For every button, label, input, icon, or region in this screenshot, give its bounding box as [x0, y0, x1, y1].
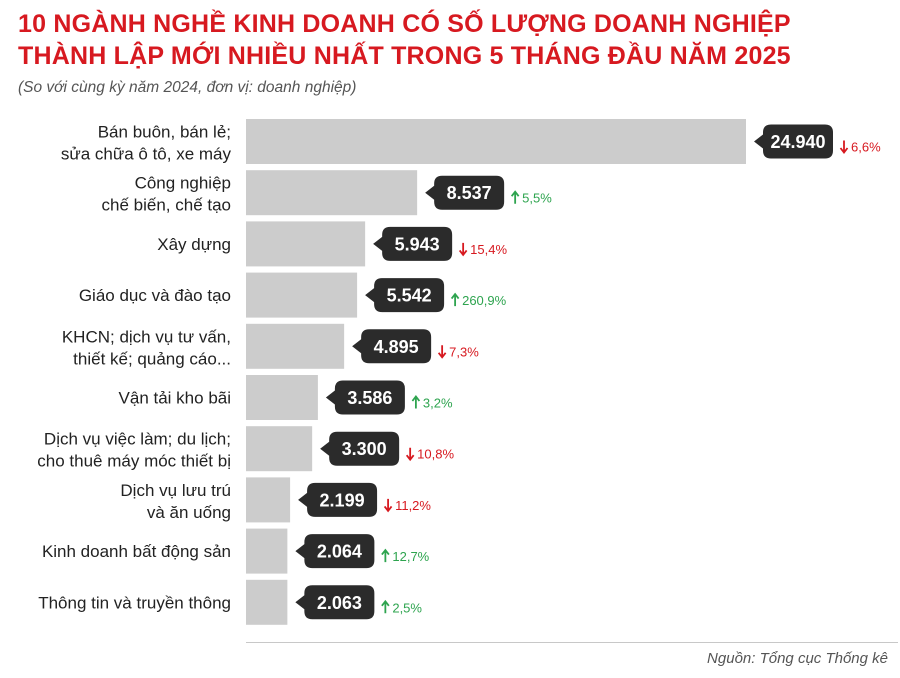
category-label: Vận tải kho bãi [119, 389, 231, 408]
category-label: Kinh doanh bất động sản [42, 542, 231, 561]
arrow-down-icon [458, 242, 468, 257]
change-label: 2,5% [392, 600, 422, 615]
value-label: 8.537 [447, 183, 492, 203]
bar [246, 170, 418, 216]
bar [246, 272, 358, 318]
change-label: 260,9% [462, 293, 507, 308]
value-label: 5.943 [395, 234, 440, 254]
arrow-up-icon [510, 190, 520, 204]
category-label: Xây dựng [157, 235, 231, 254]
value-badge [373, 226, 453, 261]
value-badge [365, 278, 445, 313]
value-label: 2.064 [317, 542, 362, 562]
category-label: Dịch vụ việc làm; du lịch; cho thuê máy m… [37, 430, 231, 471]
chart-title-line-2: THÀNH LẬP MỚI NHIỀU NHẤT TRONG 5 THÁNG Đ… [18, 42, 791, 70]
value-label: 5.542 [387, 286, 432, 306]
arrow-down-icon [383, 498, 393, 513]
value-badge [320, 431, 400, 466]
arrow-down-icon [839, 140, 849, 154]
bar [246, 426, 313, 472]
source-note: Nguồn: Tổng cục Thống kê [707, 650, 888, 667]
value-badge [295, 585, 375, 620]
chart-subtitle: (So với cùng kỳ năm 2024, đơn vị: doanh … [18, 79, 357, 96]
change-label: 12,7% [392, 549, 429, 564]
change-label: 6,6% [851, 140, 881, 155]
value-label: 3.300 [342, 439, 387, 459]
change-label: 5,5% [522, 191, 552, 206]
value-label: 2.199 [320, 490, 365, 510]
value-badge [754, 124, 833, 159]
change-label: 7,3% [449, 344, 479, 359]
value-badge [295, 534, 375, 569]
bar [246, 579, 288, 625]
value-badge [298, 482, 378, 517]
arrow-down-icon [437, 345, 447, 359]
bar [246, 375, 318, 420]
change-label: 10,8% [417, 447, 454, 462]
value-badge [325, 380, 405, 415]
value-label: 2.063 [317, 593, 362, 613]
value-badge [425, 175, 505, 210]
arrow-down-icon [405, 447, 415, 462]
bar [246, 528, 288, 574]
change-label: 15,4% [470, 242, 507, 257]
category-label: Thông tin và truyền thông [38, 593, 231, 612]
category-label: Dịch vụ lưu trú và ăn uống [120, 481, 231, 522]
category-label: Bán buôn, bán lẻ; sửa chữa ô tô, xe máy [61, 123, 232, 164]
source-divider [246, 642, 898, 643]
chart-title-line-1: 10 NGÀNH NGHỀ KINH DOANH CÓ SỐ LƯỢNG DOA… [18, 10, 791, 38]
bar [246, 119, 746, 164]
category-label: Công nghiệp chế biến, chế tạo [102, 174, 231, 215]
category-label: KHCN; dịch vụ tư vấn, thiết kế; quảng cáo… [62, 327, 231, 368]
value-label: 24.940 [770, 132, 825, 152]
value-label: 4.895 [374, 337, 419, 357]
bar [246, 221, 366, 267]
bar [246, 323, 345, 369]
chart-title: 10 NGÀNH NGHỀ KINH DOANH CÓ SỐ LƯỢNG DOA… [18, 8, 791, 72]
change-label: 3,2% [423, 396, 453, 411]
arrow-up-icon [450, 292, 460, 307]
arrow-up-icon [381, 548, 390, 563]
change-label: 11,2% [395, 498, 431, 513]
arrow-up-icon [381, 599, 390, 614]
value-label: 3.586 [347, 388, 392, 408]
arrow-up-icon [411, 395, 421, 409]
bar [246, 477, 291, 523]
value-badge [352, 329, 432, 364]
category-label: Giáo dục và đào tạo [79, 286, 231, 305]
